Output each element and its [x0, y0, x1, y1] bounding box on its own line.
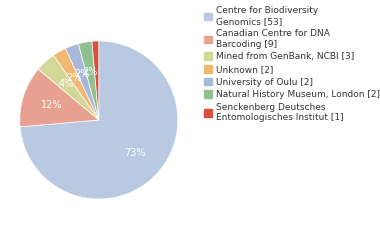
Text: 73%: 73%: [124, 148, 146, 158]
Text: 2%: 2%: [74, 69, 90, 79]
Wedge shape: [54, 48, 99, 120]
Text: 2%: 2%: [82, 67, 98, 77]
Wedge shape: [92, 41, 99, 120]
Text: 12%: 12%: [41, 100, 63, 110]
Wedge shape: [65, 44, 99, 120]
Wedge shape: [78, 41, 99, 120]
Text: 2%: 2%: [66, 72, 82, 83]
Wedge shape: [20, 41, 178, 199]
Legend: Centre for Biodiversity
Genomics [53], Canadian Centre for DNA
Barcoding [9], Mi: Centre for Biodiversity Genomics [53], C…: [202, 5, 380, 124]
Wedge shape: [38, 55, 99, 120]
Text: 4%: 4%: [58, 79, 73, 89]
Wedge shape: [20, 69, 99, 127]
